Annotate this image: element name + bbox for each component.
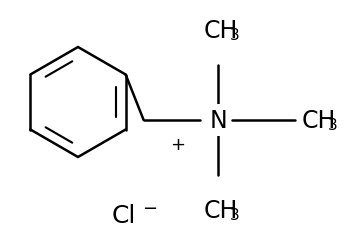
- Text: −: −: [142, 199, 157, 217]
- Text: 3: 3: [230, 28, 240, 43]
- Text: 3: 3: [328, 118, 338, 133]
- Text: 3: 3: [230, 208, 240, 222]
- Text: +: +: [171, 136, 185, 154]
- Text: CH: CH: [302, 108, 337, 132]
- Text: CH: CH: [204, 198, 238, 222]
- Text: N: N: [209, 108, 227, 132]
- Text: CH: CH: [204, 19, 238, 43]
- Text: Cl: Cl: [112, 203, 136, 227]
